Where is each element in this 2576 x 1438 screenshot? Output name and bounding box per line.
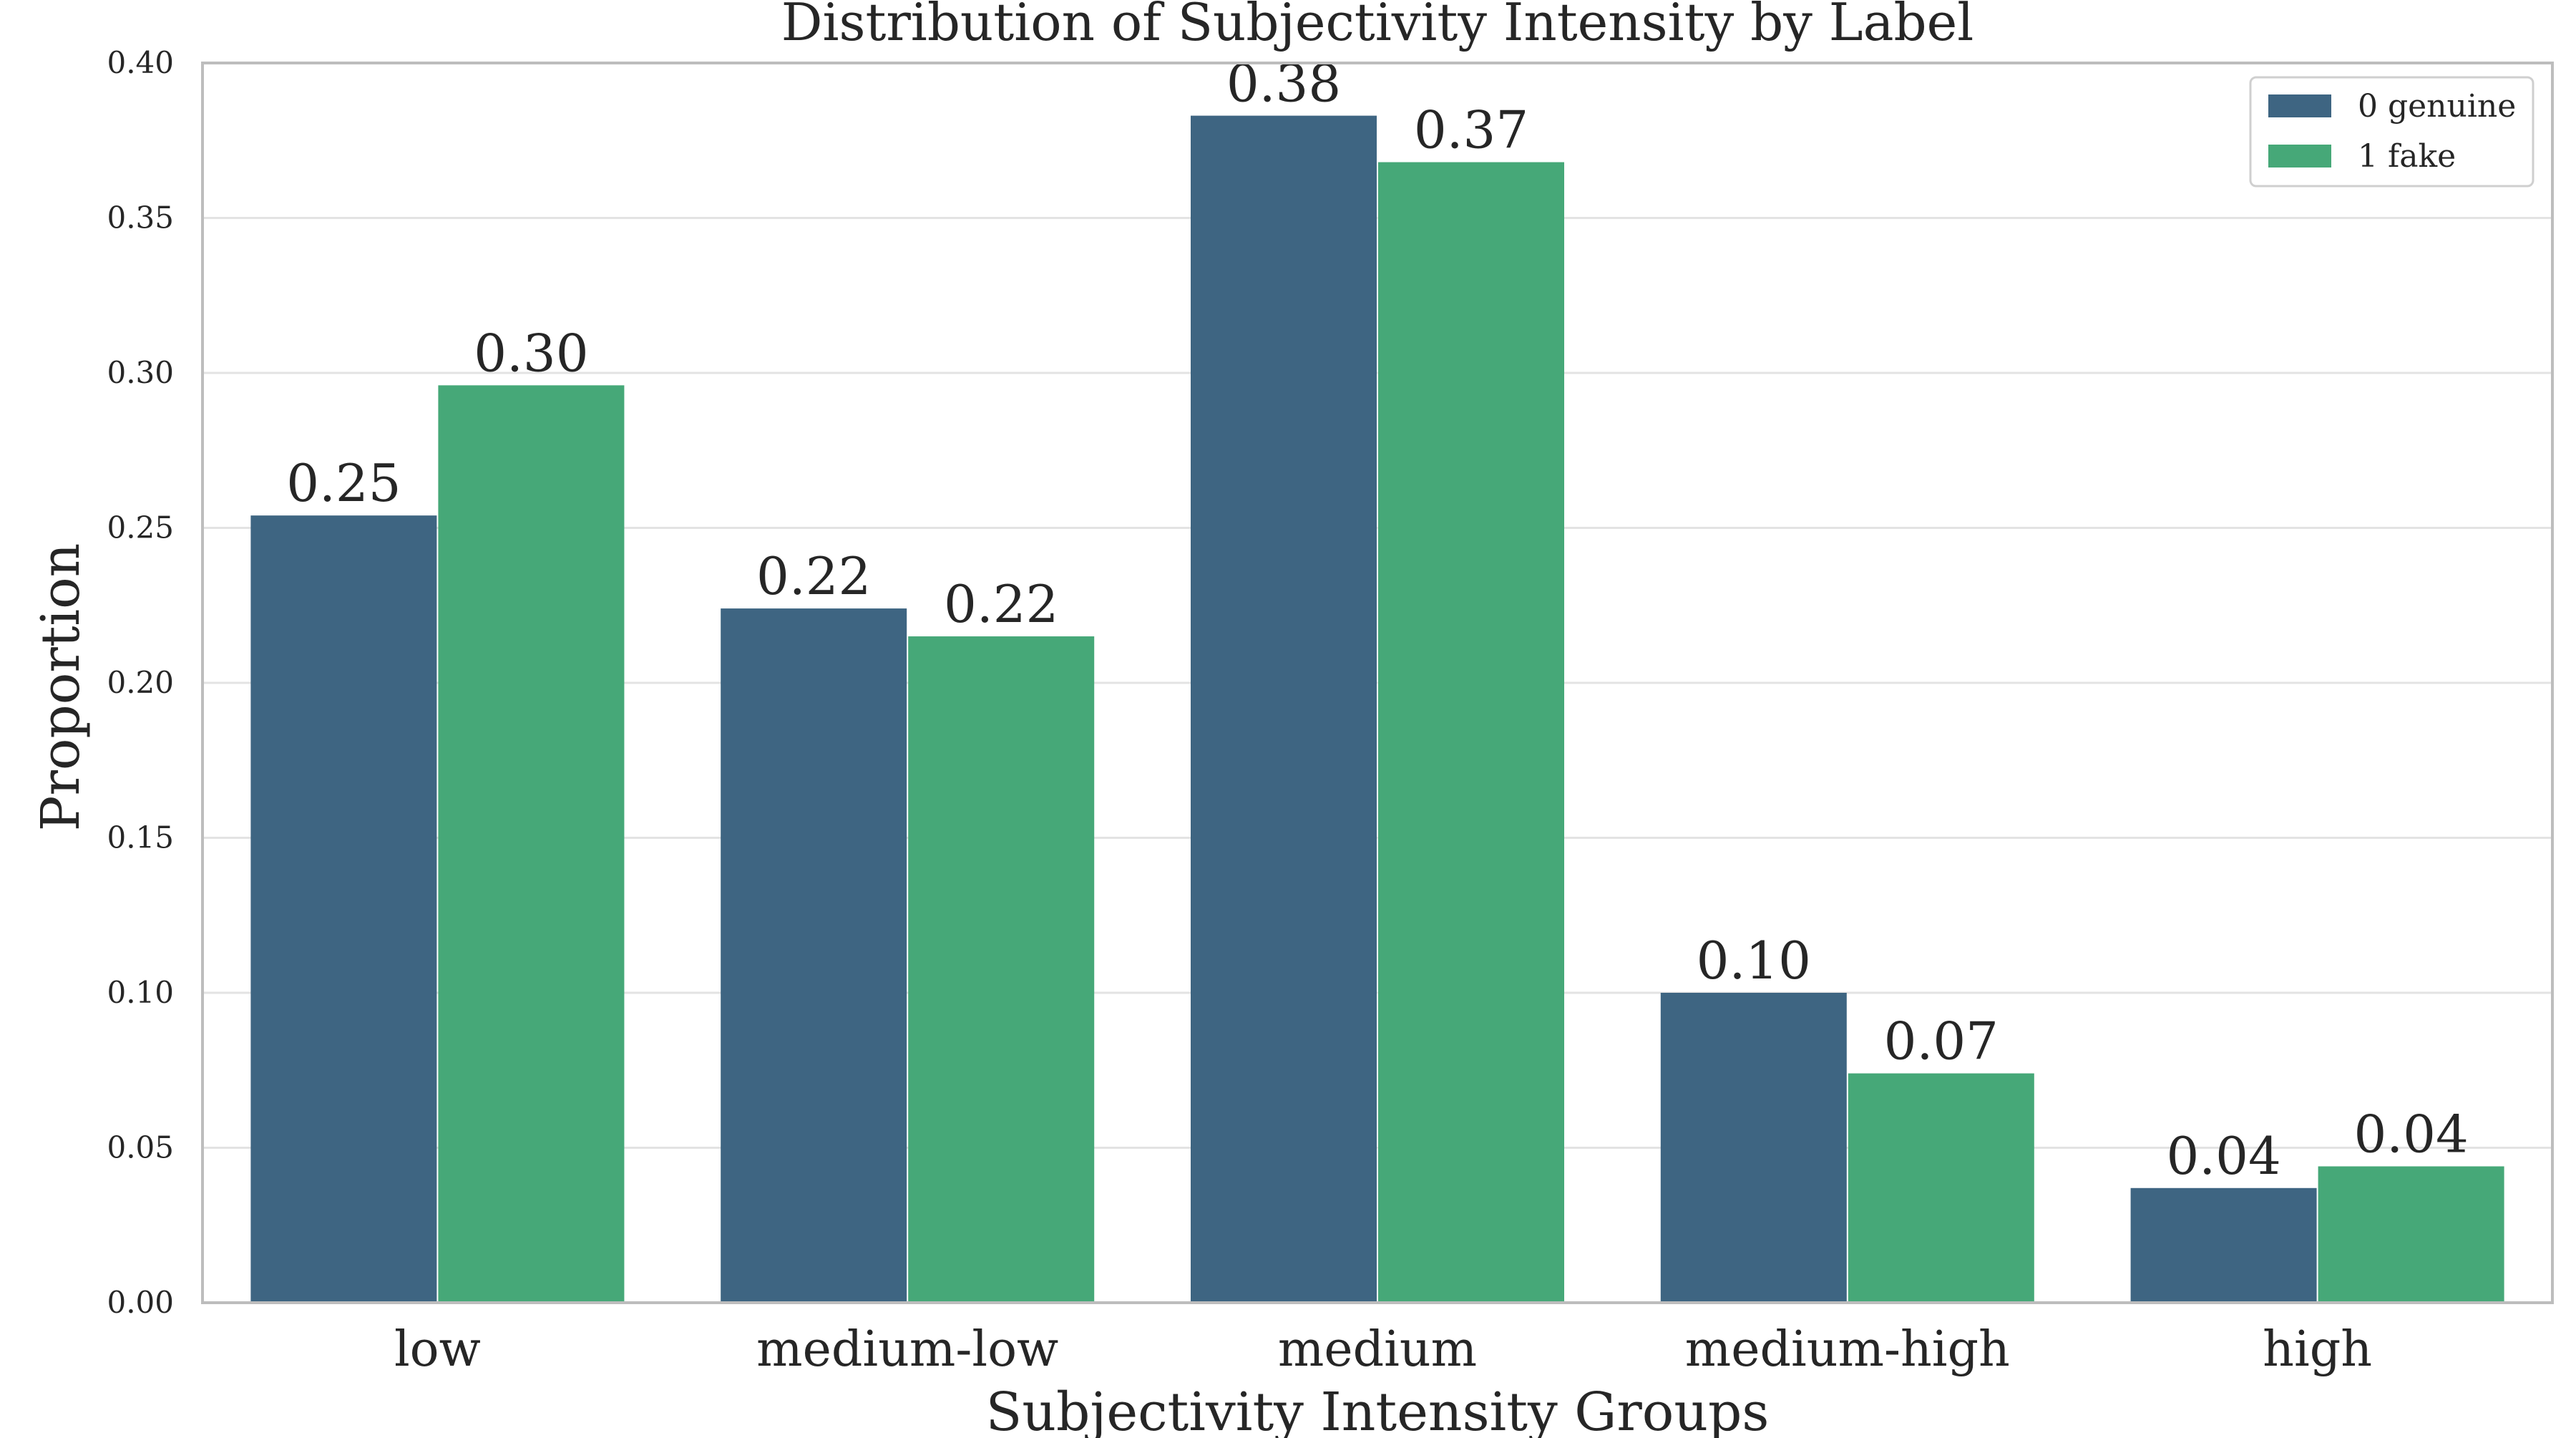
y-tick-label: 0.40 [107, 45, 174, 80]
bar [438, 385, 625, 1303]
x-tick-label: high [2263, 1321, 2372, 1378]
bar-value-label: 0.04 [2166, 1126, 2280, 1186]
y-tick-label: 0.35 [107, 200, 174, 235]
bar [2130, 1187, 2317, 1303]
y-axis-ticks: 0.00 0.05 0.10 0.15 0.20 0.25 0.30 0.35 0.40 [107, 45, 174, 1320]
chart-title: Distribution of Subjectivity Intensity b… [781, 0, 1974, 52]
legend: 0 genuine 1 fake [2249, 76, 2534, 188]
bar [1191, 115, 1377, 1303]
x-tick-label: low [394, 1321, 481, 1378]
legend-swatch [2268, 94, 2331, 117]
x-axis-ticks: low medium-low medium medium-high high [394, 1321, 2372, 1378]
bar [721, 608, 907, 1303]
bar [908, 636, 1095, 1303]
y-axis-label: Proportion [30, 543, 92, 832]
bar-value-label: 0.37 [1414, 100, 1528, 160]
y-tick-label: 0.30 [107, 355, 174, 390]
bar-value-label: 0.22 [944, 574, 1058, 634]
bar [1378, 162, 1564, 1303]
bar-value-label: 0.30 [474, 323, 588, 383]
plot-frame [201, 62, 2554, 1304]
legend-label: 0 genuine [2358, 88, 2516, 125]
legend-label: 1 fake [2358, 138, 2456, 175]
y-tick-label: 0.05 [107, 1130, 174, 1165]
bar [2318, 1166, 2504, 1303]
x-axis-label: Subjectivity Intensity Groups [986, 1381, 1770, 1438]
bar-value-label: 0.07 [1884, 1011, 1999, 1072]
bar-value-labels: 0.250.300.22 0.220.380.370.100.070.04 0.04 [286, 54, 2469, 1186]
bar-value-label: 0.22 [756, 546, 871, 606]
y-tick-label: 0.10 [107, 975, 174, 1010]
bar-value-label: 0.04 [2353, 1104, 2468, 1164]
y-tick-label: 0.00 [107, 1285, 174, 1320]
bars [250, 115, 2504, 1303]
bar [1848, 1073, 2034, 1303]
y-tick-label: 0.25 [107, 510, 174, 545]
y-tick-label: 0.20 [107, 665, 174, 700]
bar-value-label: 0.10 [1697, 931, 1811, 991]
x-tick-label: medium-low [756, 1321, 1058, 1378]
bar [250, 515, 437, 1303]
bar [1660, 993, 1847, 1303]
legend-swatch [2268, 145, 2331, 167]
bar-value-label: 0.25 [286, 453, 401, 513]
x-tick-label: medium [1278, 1321, 1477, 1378]
x-tick-label: medium-high [1685, 1321, 2010, 1378]
y-tick-label: 0.15 [107, 820, 174, 855]
